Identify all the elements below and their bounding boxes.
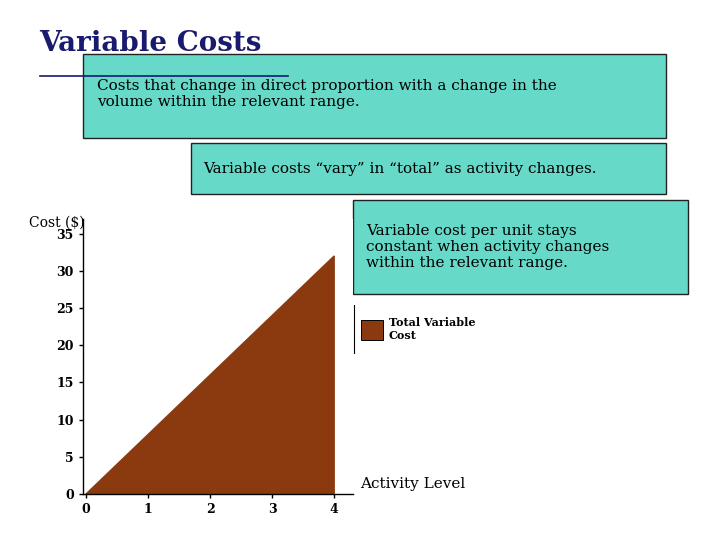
FancyBboxPatch shape [83,54,666,138]
FancyBboxPatch shape [191,143,666,194]
Text: Activity Level: Activity Level [360,477,465,491]
Text: Total Variable
Cost: Total Variable Cost [389,318,475,341]
Text: Variable costs “vary” in “total” as activity changes.: Variable costs “vary” in “total” as acti… [203,162,596,176]
Polygon shape [86,256,334,494]
Text: Variable Costs: Variable Costs [40,30,262,57]
FancyBboxPatch shape [353,200,688,294]
Text: Variable cost per unit stays
constant when activity changes
within the relevant : Variable cost per unit stays constant wh… [366,224,609,270]
FancyBboxPatch shape [361,320,384,340]
Text: Cost ($): Cost ($) [29,216,84,230]
Text: Costs that change in direct proportion with a change in the
volume within the re: Costs that change in direct proportion w… [97,79,557,109]
